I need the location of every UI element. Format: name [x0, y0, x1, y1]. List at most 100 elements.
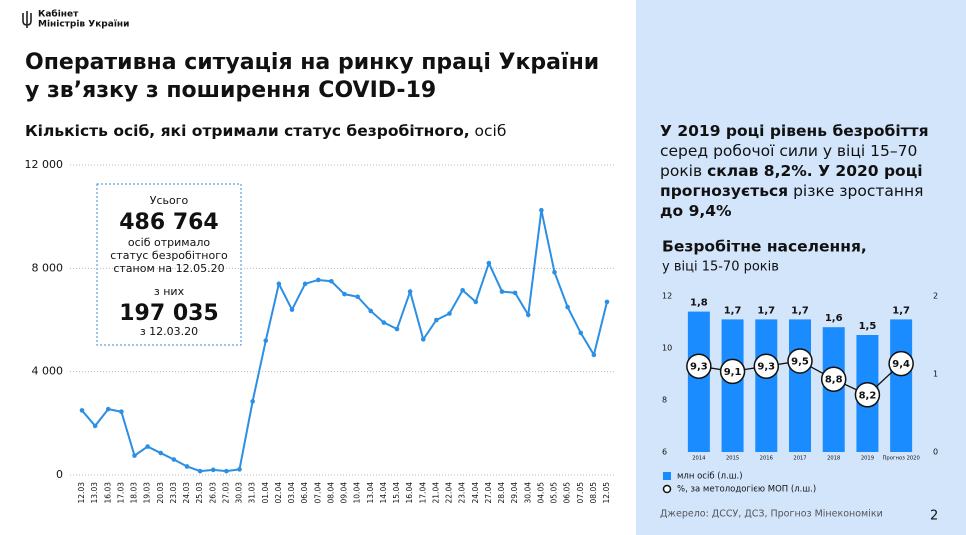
- x-tick-label: 24.03: [182, 482, 191, 504]
- point: [525, 312, 531, 318]
- point: [158, 450, 164, 456]
- bar: [789, 319, 811, 452]
- logo-text: Кабінет: [38, 9, 79, 20]
- point-label: 9,3: [690, 362, 708, 373]
- bar: [890, 319, 913, 452]
- x-tick-label: 23.04: [458, 482, 467, 504]
- point: [578, 330, 584, 336]
- point: [820, 366, 847, 392]
- x-tick-label: 27.03: [221, 482, 230, 504]
- annotation-text: 197 035: [119, 301, 219, 326]
- point: [434, 317, 439, 323]
- point: [237, 467, 242, 472]
- annotation-text: статус безробітного: [110, 249, 228, 262]
- bar: [755, 319, 778, 452]
- chart-subtitle: у віці 15-70 років: [662, 260, 779, 275]
- annotation-text: станом на 12.05.20: [113, 262, 224, 275]
- point-label: 8,2: [859, 390, 877, 401]
- legend-swatch: [662, 484, 672, 494]
- x-tick-label: 27.04: [484, 482, 493, 504]
- x-tick-label: 08.05: [589, 482, 598, 504]
- highlight-segment: до 9,4%: [660, 202, 732, 220]
- x-tick-label: 2014: [692, 456, 706, 462]
- y-tick-label: 4 000: [32, 365, 64, 378]
- x-tick-label: 16.03: [103, 482, 112, 504]
- logo-icon: [22, 11, 32, 28]
- x-tick-label: 2017: [793, 456, 806, 462]
- point: [460, 287, 465, 293]
- point: [539, 207, 544, 213]
- x-tick-label: 29.04: [510, 482, 519, 504]
- title: Оперативна ситуація на ринку праці Украї…: [25, 50, 599, 75]
- x-tick-label: 10.04: [353, 482, 362, 504]
- x-tick-label: 17.04: [418, 482, 427, 504]
- legend-label: %, за метолодогією МОП (л.ш.): [677, 485, 816, 495]
- x-tick-label: 06.04: [300, 482, 309, 504]
- x-tick-label: 23.03: [169, 482, 178, 504]
- point: [473, 299, 479, 305]
- x-tick-label: 13.04: [366, 482, 375, 504]
- x-tick-label: 30.03: [235, 482, 244, 504]
- x-tick-label: 12.05: [602, 482, 611, 504]
- point: [552, 269, 557, 275]
- point-label: 9,4: [892, 359, 910, 370]
- x-tick-label: 18.03: [130, 482, 139, 504]
- point: [342, 291, 347, 297]
- y-tick-label: 8: [662, 396, 667, 405]
- source: Джерело: ДССУ, ДСЗ, Прогноз Мінекономіки: [660, 509, 883, 520]
- point: [171, 457, 177, 462]
- bar-label: 1,7: [791, 305, 809, 316]
- point: [888, 350, 914, 377]
- y-tick-label: 10: [662, 344, 672, 353]
- x-tick-label: 31.03: [248, 482, 257, 504]
- x-tick-label: 19.03: [143, 482, 152, 504]
- point: [224, 468, 229, 474]
- x-tick-label: 24.04: [471, 482, 480, 504]
- point: [753, 353, 780, 379]
- legend-label: млн осіб (л.ш.): [677, 472, 743, 482]
- annotation-box: [96, 183, 242, 346]
- point: [499, 289, 505, 294]
- point: [92, 423, 98, 429]
- x-tick-label: 16.04: [405, 482, 414, 504]
- point-label: 9,3: [757, 362, 775, 373]
- point: [787, 348, 813, 374]
- y-tick-label: 8 000: [32, 261, 64, 274]
- title: у зв’язку з поширення COVID-19: [25, 78, 436, 103]
- x-tick-label: 09.04: [340, 482, 349, 504]
- point: [420, 337, 426, 342]
- point: [315, 277, 321, 283]
- logo-text: Міністрів України: [38, 19, 129, 30]
- y-tick-label: 0: [56, 468, 63, 481]
- point: [329, 278, 334, 284]
- point: [105, 406, 111, 412]
- y-tick-label: 6: [662, 448, 667, 457]
- point: [565, 304, 570, 310]
- y2-tick-label: 2: [933, 292, 938, 301]
- point: [132, 453, 137, 458]
- point: [250, 399, 255, 404]
- point: [381, 320, 387, 325]
- x-tick-label: 20.03: [156, 482, 165, 504]
- bar-label: 1,8: [690, 298, 708, 309]
- point: [210, 467, 216, 473]
- point: [604, 299, 610, 305]
- y-tick-label: 12: [662, 292, 672, 301]
- annotation-text: осіб отримало: [128, 236, 210, 249]
- highlight-text: У 2019 році рівень безробіття серед робо…: [660, 121, 950, 221]
- annotation-text: з 12.03.20: [140, 325, 198, 338]
- point: [512, 290, 518, 296]
- point: [686, 353, 712, 379]
- point: [145, 444, 150, 449]
- y2-tick-label: 0: [933, 448, 938, 457]
- bar-label: 1,7: [892, 305, 910, 316]
- bar-label: 1,7: [724, 305, 742, 316]
- point: [447, 311, 452, 316]
- point: [394, 326, 400, 332]
- point: [591, 352, 597, 358]
- bar-label: 1,6: [825, 313, 843, 324]
- chart-title: Безробітне населення,: [662, 238, 867, 256]
- x-tick-label: 12.03: [77, 482, 86, 504]
